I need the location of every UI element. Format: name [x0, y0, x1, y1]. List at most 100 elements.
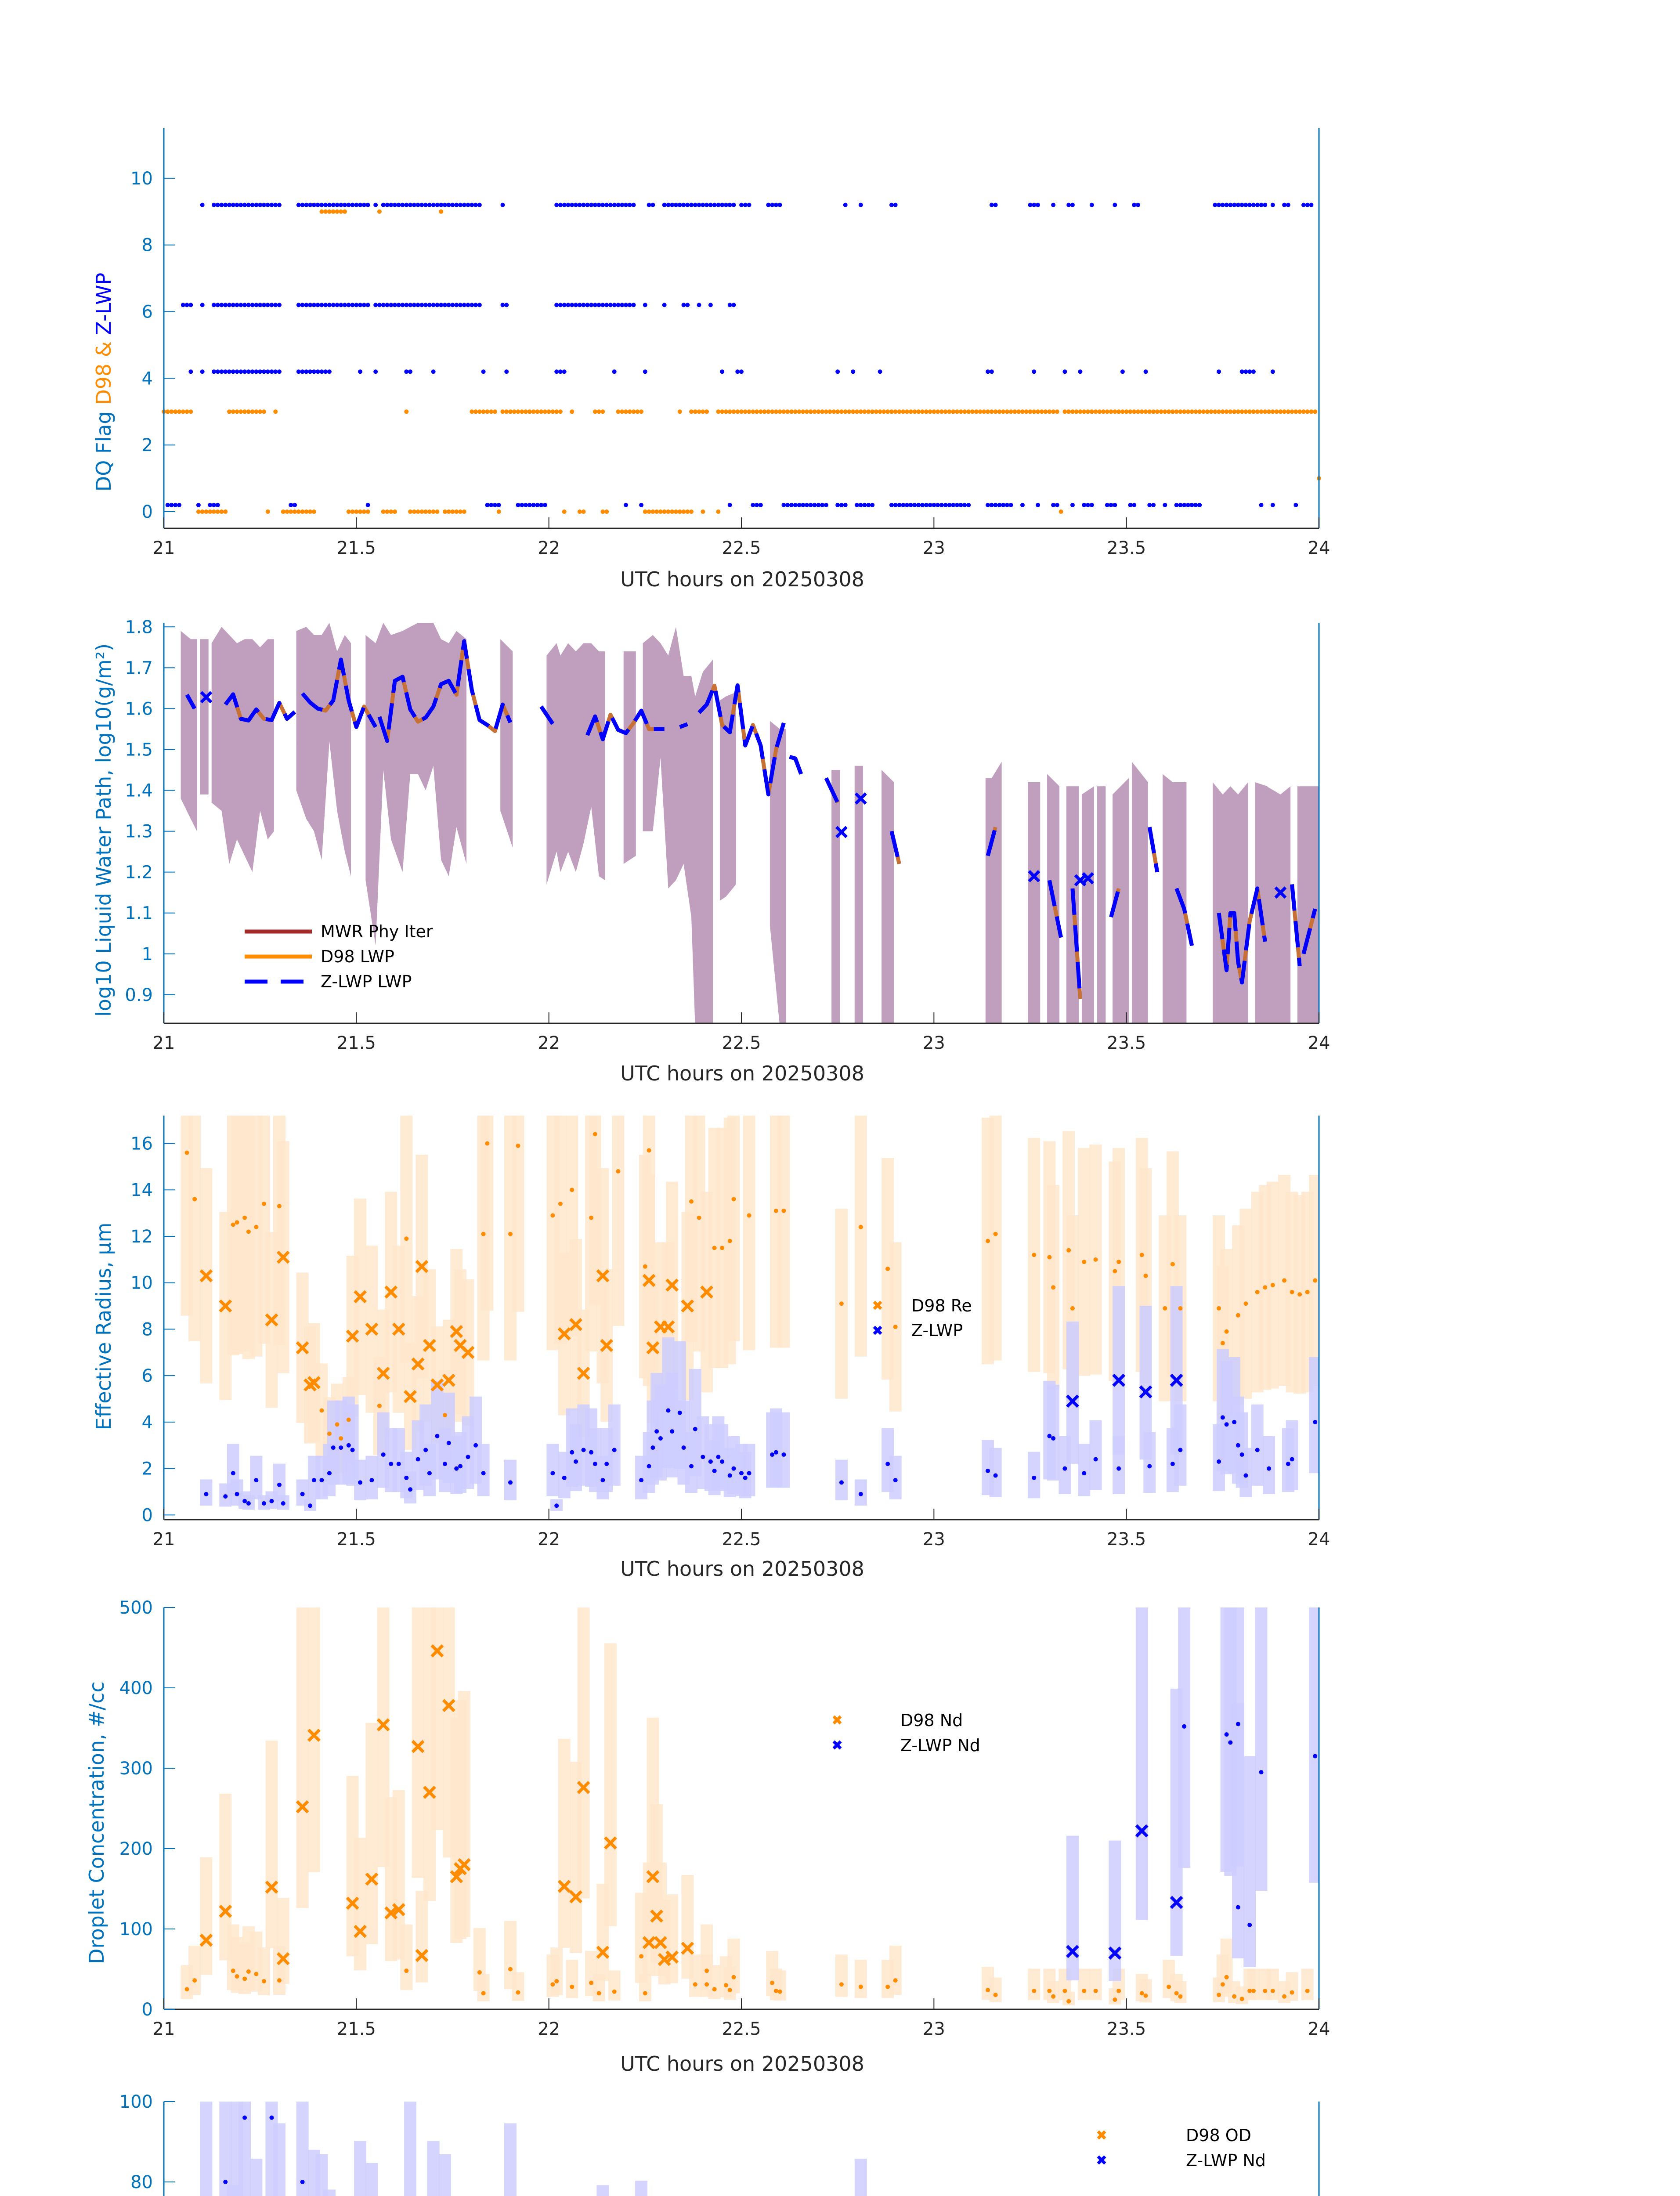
- zlwp-flag-point: [554, 369, 559, 374]
- zlwp-flag-point: [1032, 369, 1037, 374]
- zlwp-flag-point: [308, 202, 313, 207]
- legend-x-icon: [873, 1300, 882, 1310]
- d98-flag-point: [1059, 509, 1063, 514]
- d98-flag-point: [954, 409, 959, 414]
- d98-flag-point: [1220, 409, 1225, 414]
- zlwp-flag-point: [524, 502, 528, 507]
- d98-flag-point: [508, 409, 513, 414]
- zlwp-flag-point: [620, 303, 625, 307]
- zlwp-flag-point: [211, 303, 216, 307]
- dq-flag-ylabel-part-dq: DQ Flag: [92, 405, 116, 492]
- zlwp-od-point: [242, 2115, 247, 2120]
- zlwp-flag-point: [989, 202, 994, 207]
- d98-nd-marker: [423, 1785, 436, 1799]
- zlwp-flag-point: [624, 502, 628, 507]
- zlwp-flag-point: [1182, 502, 1187, 507]
- d98-re-point: [986, 1239, 990, 1243]
- zlwp-flag-point: [335, 303, 340, 307]
- zlwp-flag-point: [289, 502, 293, 507]
- zlwp-flag-point: [912, 502, 917, 507]
- zlwp-flag-point: [246, 369, 251, 374]
- nd-ytick-label: 0: [142, 2000, 153, 2020]
- d98-flag-point: [677, 509, 682, 514]
- d98-nd-marker: [450, 1870, 463, 1883]
- d98-uncertainty-band: [681, 1875, 694, 1979]
- zlwp-flag-point: [627, 303, 632, 307]
- d98-flag-point: [855, 409, 859, 414]
- zlwp-flag-point: [1051, 502, 1056, 507]
- d98-flag-point: [616, 409, 621, 414]
- zlwp-uncertainty-band: [504, 1459, 517, 1501]
- d98-nd-point: [1305, 1988, 1310, 1993]
- zlwp-uncertainty-band: [743, 1444, 755, 1496]
- zlwp-flag-point: [670, 202, 675, 207]
- d98-nd-point: [1032, 1988, 1037, 1993]
- zlwp-flag-point: [631, 303, 636, 307]
- zlwp-flag-point: [805, 502, 809, 507]
- zlwp-flag-point: [462, 202, 466, 207]
- zlwp-re-point: [1243, 1473, 1248, 1478]
- zlwp-flag-point: [211, 202, 216, 207]
- d98-flag-point: [966, 409, 971, 414]
- zlwp-uncertainty-band: [273, 2123, 285, 2196]
- d98-flag-point: [1047, 409, 1052, 414]
- zlwp-flag-point: [188, 369, 193, 374]
- d98-nd-point: [1116, 1988, 1121, 1993]
- d98-flag-point: [1201, 409, 1206, 414]
- d98-nd-marker: [650, 1909, 664, 1923]
- zlwp-lwp-line: [224, 692, 296, 722]
- d98-uncertainty-band: [558, 1739, 571, 1948]
- d98-nd-marker: [219, 1904, 232, 1918]
- zlwp-nd-marker: [1066, 1945, 1079, 1958]
- zlwp-re-point: [389, 1462, 394, 1466]
- d98-re-point: [1070, 1306, 1075, 1311]
- nd-ytick-label: 300: [119, 1759, 153, 1779]
- d98-flag-point: [381, 509, 386, 514]
- d98-re-marker: [661, 1320, 675, 1334]
- zlwp-flag-point: [554, 303, 559, 307]
- d98-re-point: [1255, 1289, 1260, 1294]
- d98-flag-point: [477, 409, 482, 414]
- mwr-uncertainty-band: [770, 721, 786, 1023]
- d98-re-point: [643, 1264, 647, 1269]
- d98-flag-point: [1286, 409, 1290, 414]
- mwr-uncertainty-band: [985, 762, 1002, 1023]
- zlwp-flag-point: [489, 502, 494, 507]
- d98-flag-point: [897, 409, 902, 414]
- d98-nd-point: [858, 1984, 863, 1989]
- zlwp-uncertainty-band: [323, 2189, 336, 2196]
- d98-flag-point: [470, 409, 474, 414]
- d98-uncertainty-band: [188, 1946, 201, 1995]
- d98-re-marker: [219, 1299, 232, 1313]
- zlwp-flag-point: [662, 303, 667, 307]
- zlwp-flag-point: [966, 502, 971, 507]
- zlwp-flag-point: [215, 303, 220, 307]
- mwr-uncertainty-band: [643, 627, 713, 1023]
- d98-uncertainty-band: [219, 1793, 232, 1961]
- zlwp-re-marker: [1112, 1373, 1126, 1387]
- d98-re-point: [1139, 1253, 1144, 1257]
- zlwp-flag-point: [612, 303, 617, 307]
- nd-legend-label-d98: D98 Nd: [900, 1711, 963, 1730]
- d98-nd-point: [404, 1968, 409, 1973]
- lwp-xtick-label: 21: [153, 1033, 175, 1053]
- zlwp-uncertainty-band: [477, 1444, 490, 1496]
- zlwp-nd-marker: [1135, 1824, 1149, 1838]
- d98-re-point: [339, 1436, 343, 1441]
- d98-flag-point: [350, 509, 355, 514]
- d98-nd-marker: [577, 1781, 590, 1794]
- d98-uncertainty-band: [566, 1960, 578, 1998]
- d98-uncertainty-band: [365, 1723, 378, 1944]
- d98-nd-marker: [665, 1950, 679, 1964]
- zlwp-flag-point: [835, 369, 840, 374]
- zlwp-flag-point: [1224, 202, 1229, 207]
- d98-flag-point: [835, 409, 840, 414]
- mwr-uncertainty-band: [831, 770, 840, 1023]
- d98-flag-point: [1155, 409, 1160, 414]
- zlwp-flag-point: [296, 303, 301, 307]
- lwp-ytick-label: 0.9: [125, 985, 153, 1005]
- d98-flag-point: [246, 409, 251, 414]
- zlwp-flag-point: [747, 202, 751, 207]
- zlwp-flag-point: [308, 303, 313, 307]
- zlwp-re-point: [650, 1445, 655, 1450]
